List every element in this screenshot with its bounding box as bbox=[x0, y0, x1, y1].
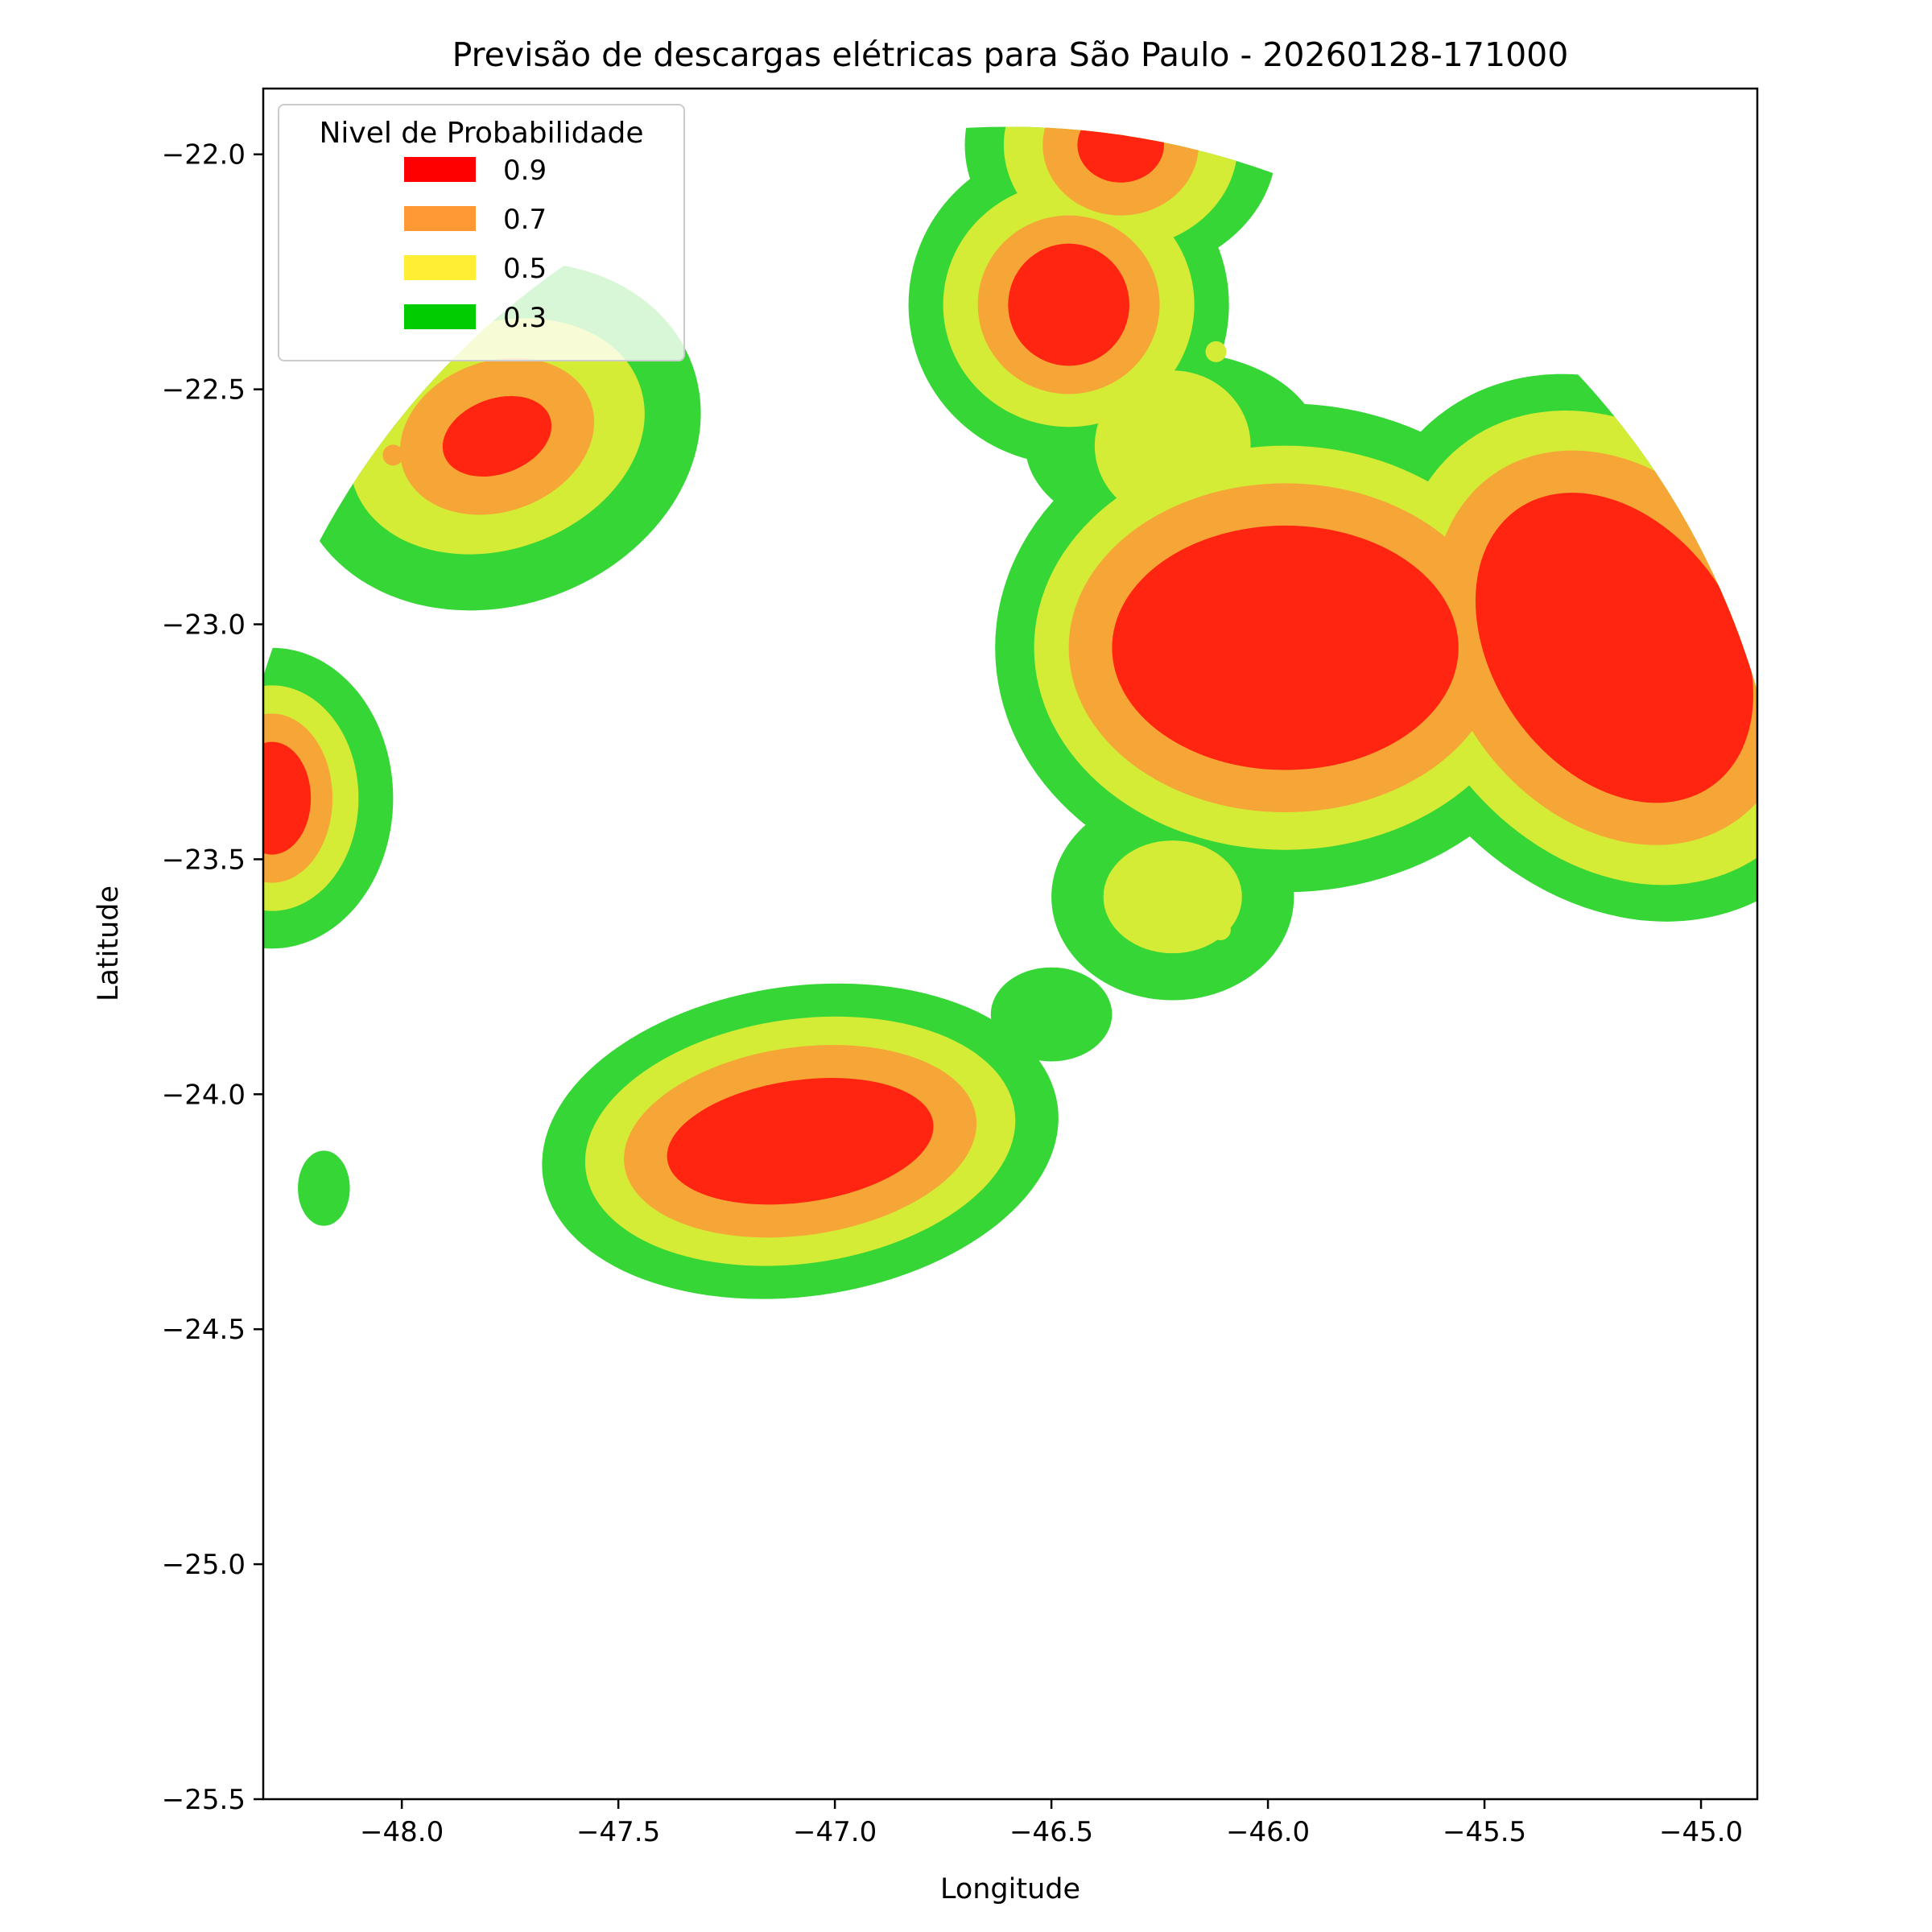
marker-3 bbox=[1209, 919, 1231, 940]
y-tick-label: −25.5 bbox=[162, 1784, 246, 1816]
x-tick-label: −47.5 bbox=[576, 1816, 660, 1848]
y-tick-label: −22.5 bbox=[162, 374, 246, 407]
y-tick-label: −23.0 bbox=[162, 609, 246, 642]
x-tick-label: −46.0 bbox=[1226, 1816, 1310, 1848]
y-tick-label: −25.0 bbox=[162, 1549, 246, 1581]
markers bbox=[382, 341, 1231, 940]
contour-north-central-0-9 bbox=[1008, 243, 1129, 366]
contour-west-edge-0-9 bbox=[263, 741, 312, 855]
contour-bridge-south-0-5 bbox=[1103, 840, 1242, 954]
legend-label: 0.9 bbox=[503, 155, 547, 187]
x-axis-ticks: −48.0 −47.5 −47.0 −46.5 −46.0 −45.5 −45.0 bbox=[360, 1799, 1743, 1848]
x-tick-label: −45.0 bbox=[1659, 1816, 1743, 1848]
plot-frame bbox=[262, 87, 1759, 1801]
legend-title: Nivel de Probabilidade bbox=[319, 117, 643, 150]
x-tick-label: −45.5 bbox=[1443, 1816, 1526, 1848]
y-axis-ticks: −22.0 −22.5 −23.0 −23.5 −24.0 −24.5 −25.0 −25.5 bbox=[162, 139, 263, 1816]
legend-label: 0.3 bbox=[503, 302, 547, 334]
legend-box bbox=[278, 104, 685, 361]
legend-label: 0.7 bbox=[503, 204, 547, 236]
y-tick-label: −22.0 bbox=[162, 139, 246, 171]
probability-contours bbox=[263, 126, 1757, 1299]
marker-1 bbox=[382, 444, 404, 466]
x-tick-label: −46.5 bbox=[1009, 1816, 1093, 1848]
contour-northwest-0-9 bbox=[442, 396, 552, 477]
contour-level-0-9 bbox=[263, 126, 1753, 1205]
y-tick-label: −24.0 bbox=[162, 1079, 246, 1111]
legend-swatch bbox=[404, 304, 476, 329]
contour-south-0-9 bbox=[667, 1078, 934, 1205]
x-tick-label: −48.0 bbox=[360, 1816, 444, 1848]
legend: Nivel de Probabilidade 0.9 0.7 0.5 0.3 bbox=[278, 104, 685, 361]
contour-southwest-speck-0-3 bbox=[298, 1150, 350, 1226]
legend-swatch bbox=[404, 255, 476, 280]
plot-area bbox=[263, 126, 1757, 1299]
x-axis-label: Longitude bbox=[940, 1873, 1080, 1905]
chart-title: Previsão de descargas elétricas para São… bbox=[452, 35, 1569, 74]
y-tick-label: −23.5 bbox=[162, 844, 246, 876]
contour-bridge-north-0-5 bbox=[1094, 370, 1251, 522]
y-tick-label: −24.5 bbox=[162, 1314, 246, 1346]
x-tick-label: −47.0 bbox=[793, 1816, 877, 1848]
legend-swatch bbox=[404, 206, 476, 231]
legend-items: 0.9 0.7 0.5 0.3 bbox=[404, 155, 547, 334]
legend-label: 0.5 bbox=[503, 253, 547, 285]
legend-swatch bbox=[404, 157, 476, 182]
y-axis-label: Latitude bbox=[93, 886, 125, 1001]
contour-east-0-9 bbox=[1475, 493, 1753, 803]
contour-bridge-southwest-0-3 bbox=[990, 967, 1113, 1062]
contour-central-large-0-9 bbox=[1112, 525, 1459, 770]
contour-north-small-0-9 bbox=[1077, 126, 1164, 183]
marker-2 bbox=[1205, 341, 1227, 362]
